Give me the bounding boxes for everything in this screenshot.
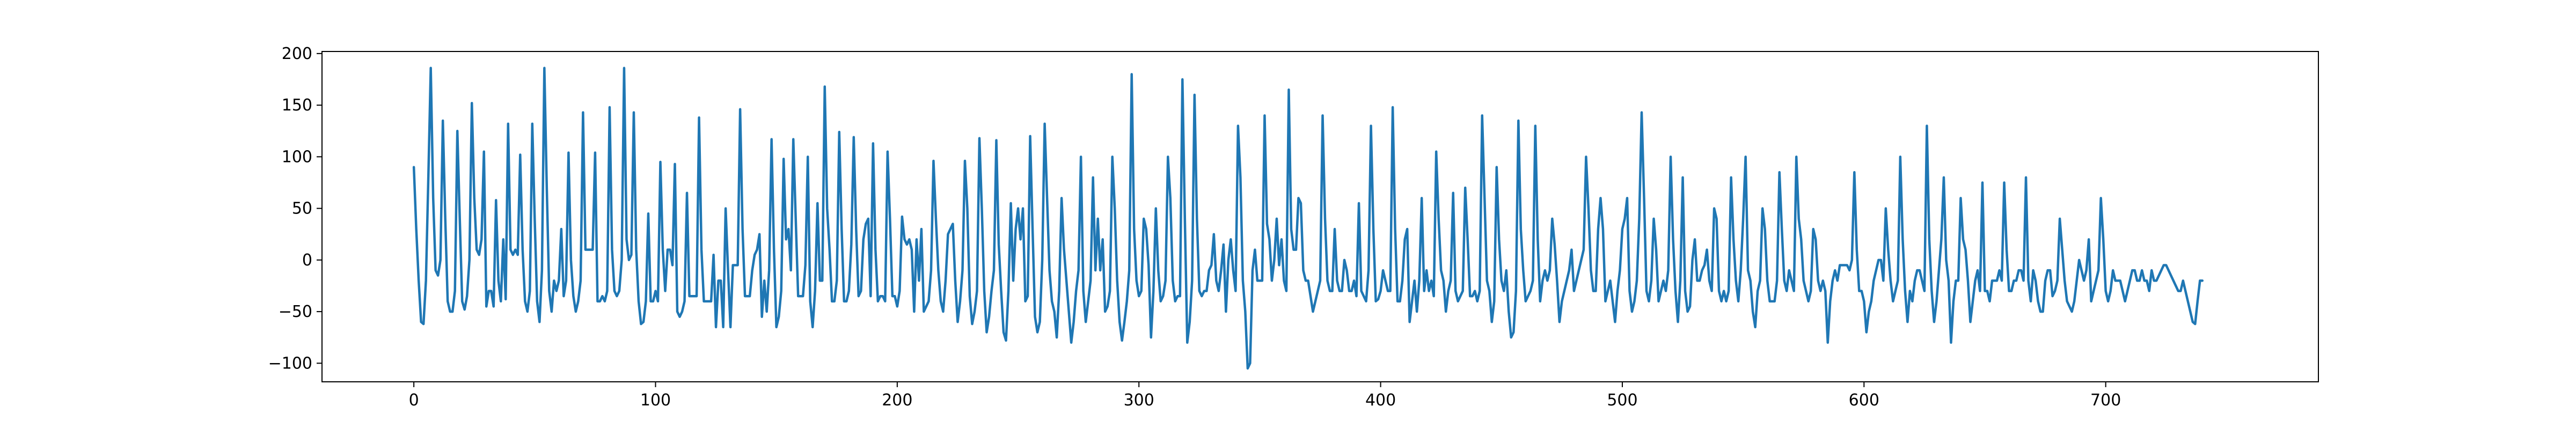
x-tick-label: 100 bbox=[640, 391, 671, 410]
y-tick-label: 100 bbox=[282, 147, 312, 166]
y-tick-label: 200 bbox=[282, 45, 312, 63]
x-tick-label: 0 bbox=[409, 391, 419, 410]
y-axis: −100 −50 0 50 100 150 200 bbox=[268, 45, 322, 373]
series-line bbox=[412, 66, 2204, 370]
x-tick-label: 500 bbox=[1607, 391, 1637, 410]
plot-area bbox=[412, 66, 2204, 370]
x-tick-label: 600 bbox=[1849, 391, 1879, 410]
x-tick-label: 300 bbox=[1124, 391, 1154, 410]
y-tick-label: −50 bbox=[279, 302, 312, 321]
x-tick-label: 700 bbox=[2090, 391, 2121, 410]
x-tick-label: 200 bbox=[882, 391, 912, 410]
y-tick-label: 50 bbox=[292, 199, 312, 218]
y-tick-label: 150 bbox=[282, 96, 312, 115]
y-tick-label: −100 bbox=[268, 354, 312, 373]
x-tick-label: 400 bbox=[1365, 391, 1396, 410]
y-tick-label: 0 bbox=[302, 251, 312, 270]
axes-frame bbox=[321, 51, 2319, 382]
x-axis: 0 100 200 300 400 500 600 700 bbox=[409, 382, 2121, 410]
